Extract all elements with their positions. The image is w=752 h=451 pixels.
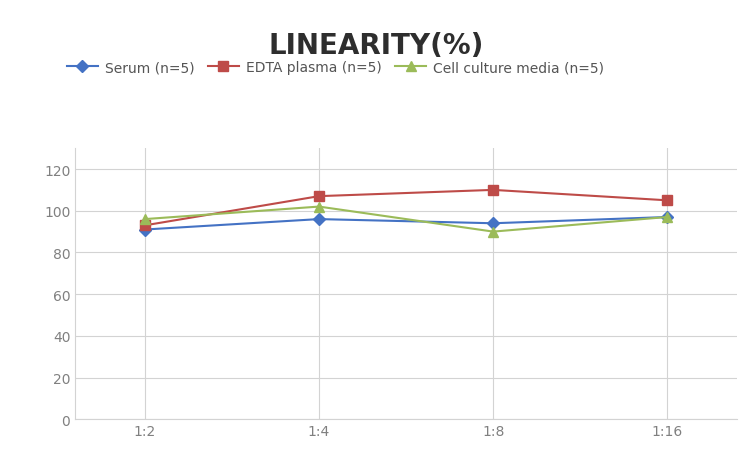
Line: EDTA plasma (n=5): EDTA plasma (n=5) bbox=[140, 186, 672, 231]
Cell culture media (n=5) bbox=[489, 230, 498, 235]
Serum (n=5) bbox=[141, 227, 150, 233]
Serum (n=5) bbox=[489, 221, 498, 226]
EDTA plasma (n=5) bbox=[663, 198, 672, 203]
Serum (n=5) bbox=[663, 215, 672, 220]
Legend: Serum (n=5), EDTA plasma (n=5), Cell culture media (n=5): Serum (n=5), EDTA plasma (n=5), Cell cul… bbox=[67, 61, 604, 75]
Cell culture media (n=5) bbox=[314, 204, 323, 210]
Line: Serum (n=5): Serum (n=5) bbox=[141, 213, 672, 234]
Cell culture media (n=5) bbox=[141, 217, 150, 222]
Text: LINEARITY(%): LINEARITY(%) bbox=[268, 32, 484, 60]
EDTA plasma (n=5) bbox=[314, 194, 323, 199]
Serum (n=5) bbox=[314, 217, 323, 222]
EDTA plasma (n=5) bbox=[141, 223, 150, 229]
Line: Cell culture media (n=5): Cell culture media (n=5) bbox=[140, 202, 672, 237]
EDTA plasma (n=5) bbox=[489, 188, 498, 193]
Cell culture media (n=5) bbox=[663, 215, 672, 220]
